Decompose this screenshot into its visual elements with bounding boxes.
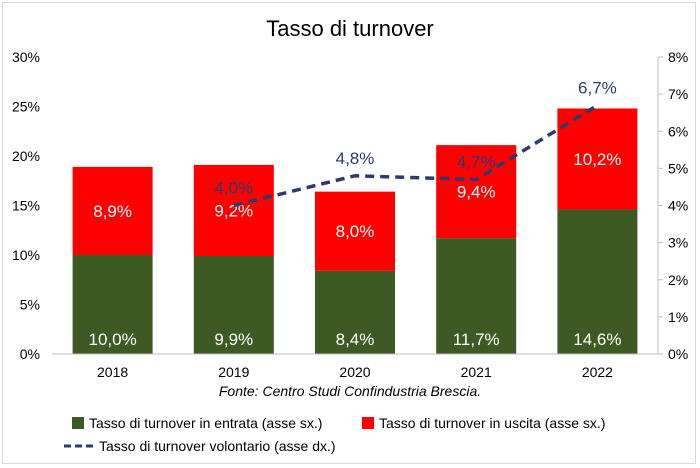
y-left-tick-label: 0% [20,346,40,362]
legend-label-uscita: Tasso di turnover in uscita (asse sx.) [379,415,605,431]
bar-uscita [72,166,153,255]
chart-title: Tasso di turnover [266,16,434,41]
source-note: Fonte: Centro Studi Confindustria Bresci… [219,383,481,399]
y-right-tick-label: 8% [668,49,688,65]
bar-entrata [72,255,153,354]
line-volontario-data-label: 4,0% [214,179,253,198]
legend-label-entrata: Tasso di turnover in entrata (asse sx.) [89,415,322,431]
x-tick-label: 2018 [97,364,128,380]
bar-uscita [557,108,638,210]
x-tick-label: 2021 [461,364,492,380]
y-left-tick-label: 15% [12,198,40,214]
bar-entrata-data-label: 10,0% [88,330,136,349]
y-left-tick-label: 30% [12,49,40,65]
bar-uscita-data-label: 8,0% [336,222,375,241]
line-volontario-data-label: 4,8% [336,149,375,168]
y-right-tick-label: 4% [668,198,688,214]
bar-uscita-data-label: 9,2% [214,201,253,220]
y-right-tick-label: 2% [668,272,688,288]
y-right-tick-label: 0% [668,346,688,362]
bar-uscita [436,145,517,239]
bar-uscita-data-label: 9,4% [457,183,496,202]
bar-entrata-data-label: 9,9% [214,330,253,349]
bar-entrata-data-label: 11,7% [453,330,500,349]
legend-swatch-uscita [362,417,374,429]
line-volontario-data-label: 4,7% [457,153,496,172]
y-left-tick-label: 25% [12,99,40,115]
y-left-tick-label: 20% [12,148,40,164]
line-volontario [233,103,599,208]
legend-label-volontario: Tasso di turnover volontario (asse dx.) [99,438,336,454]
y-left-tick-label: 10% [12,247,40,263]
x-tick-label: 2020 [339,364,370,380]
x-tick-label: 2022 [582,364,613,380]
chart-frame [2,2,696,464]
bar-entrata-data-label: 14,6% [573,330,621,349]
bar-uscita [193,164,274,256]
y-right-tick-label: 6% [668,123,688,139]
bar-uscita-data-label: 10,2% [573,150,621,169]
y-right-tick-label: 1% [668,309,688,325]
y-left-tick-label: 5% [20,297,40,313]
bar-entrata [557,209,638,354]
y-right-tick-label: 5% [668,160,688,176]
bar-entrata [436,238,517,354]
bar-entrata-data-label: 8,4% [336,330,375,349]
x-tick-label: 2019 [218,364,249,380]
bar-entrata [193,255,274,354]
line-volontario-data-label: 6,7% [578,78,617,97]
y-right-tick-label: 3% [668,235,688,251]
bar-entrata [315,270,395,354]
bar-uscita-data-label: 8,9% [93,202,132,221]
y-right-tick-label: 7% [668,86,688,102]
legend-swatch-entrata [72,417,84,429]
bar-uscita [315,191,395,271]
